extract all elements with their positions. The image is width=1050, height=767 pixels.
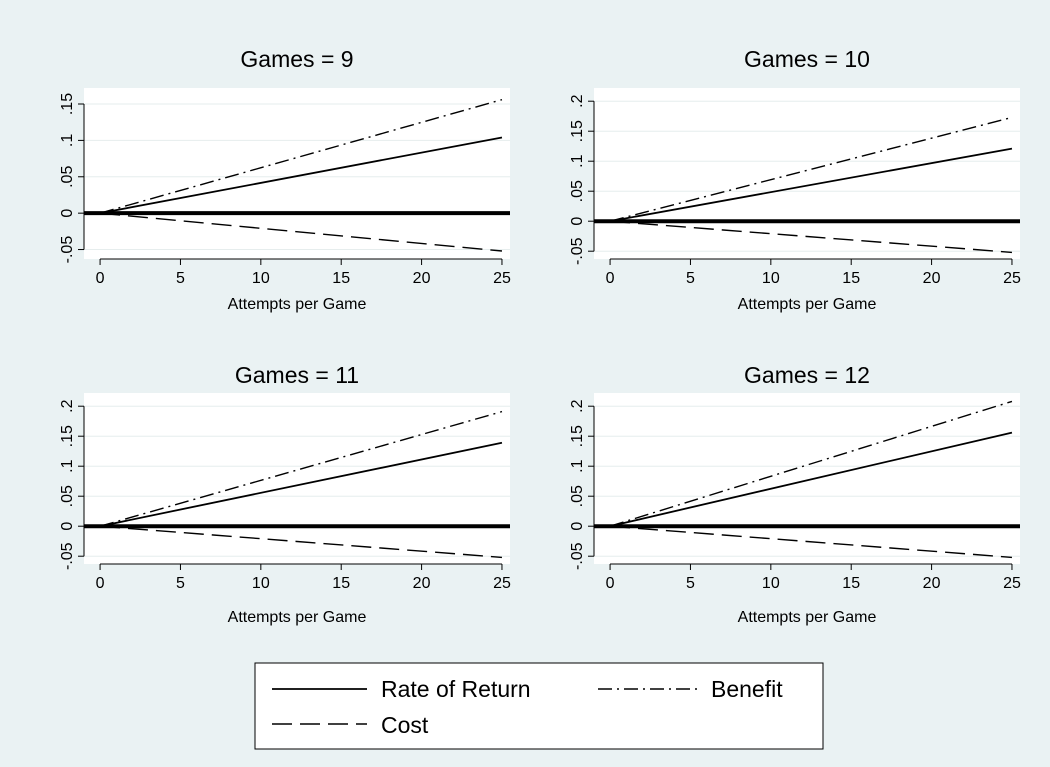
y-tick-label: .1 [569, 154, 586, 167]
x-axis-title: Attempts per Game [228, 296, 367, 313]
x-tick-label: 0 [606, 575, 615, 592]
plot-area [594, 88, 1020, 259]
legend-label-rate-of-return: Rate of Return [381, 676, 531, 702]
series-cost [610, 525, 1013, 559]
legend-box [254, 662, 824, 750]
x-tick-label: 0 [96, 270, 105, 287]
series-cost [100, 212, 503, 252]
x-tick-label: 10 [762, 575, 780, 592]
y-tick-label: .15 [59, 93, 76, 115]
x-tick-label: 5 [686, 270, 695, 287]
plot-area [84, 393, 510, 564]
legend: Rate of Return Benefit Cost [254, 662, 824, 750]
panel-games-12: Games = 12 Attempts per Game [594, 362, 1020, 626]
legend-label-benefit: Benefit [711, 676, 783, 702]
x-axis-title: Attempts per Game [738, 296, 877, 313]
plot-area [594, 393, 1020, 564]
y-tick-label: -.05 [569, 542, 586, 570]
panel-games-9: Games = 9 Attempts per Game [84, 46, 510, 313]
y-tick-label: .15 [569, 425, 586, 447]
x-tick-label: 10 [762, 270, 780, 287]
y-tick-label: .1 [59, 134, 76, 147]
x-tick-label: 0 [96, 575, 105, 592]
series-cost [100, 525, 503, 559]
y-tick-label: 0 [569, 522, 586, 531]
x-tick-label: 5 [686, 575, 695, 592]
panel-games-10: Games = 10 Attempts per Game [594, 46, 1020, 313]
x-tick-label: 15 [332, 270, 350, 287]
x-axis-title: Attempts per Game [738, 609, 877, 626]
chart-marks: -.05 0 .05 .1 .15 0 5 10 15 20 25 [59, 93, 511, 287]
y-tick-label: .05 [569, 180, 586, 202]
series-benefit [99, 410, 503, 527]
x-tick-label: 20 [413, 270, 431, 287]
x-tick-label: 25 [493, 270, 511, 287]
plot-area [84, 88, 510, 259]
x-tick-label: 15 [842, 575, 860, 592]
x-tick-label: 25 [1003, 575, 1021, 592]
y-tick-label: .05 [59, 166, 76, 188]
x-tick-label: 15 [842, 270, 860, 287]
y-tick-label: .2 [59, 399, 76, 412]
y-tick-label: 0 [59, 522, 76, 531]
y-tick-label: -.05 [59, 542, 76, 570]
series-rate-of-return [609, 147, 1013, 223]
x-tick-label: 5 [176, 270, 185, 287]
series-benefit [99, 98, 503, 214]
x-tick-label: 20 [923, 270, 941, 287]
series-cost [610, 220, 1013, 254]
y-tick-label: .05 [59, 485, 76, 507]
panel-title: Games = 11 [235, 362, 359, 388]
y-tick-label: .15 [59, 425, 76, 447]
series-rate-of-return [99, 136, 503, 215]
x-tick-label: 10 [252, 270, 270, 287]
x-tick-label: 0 [606, 270, 615, 287]
x-tick-label: 10 [252, 575, 270, 592]
y-tick-label: .2 [569, 94, 586, 107]
chart-marks: -.05 0 .05 .1 .15 .2 0 5 10 15 20 25 [59, 399, 511, 592]
y-tick-label: .1 [59, 459, 76, 472]
panel-games-11: Games = 11 Attempts per Game [84, 362, 510, 626]
x-tick-label: 15 [332, 575, 350, 592]
series-rate-of-return [609, 431, 1013, 528]
x-tick-label: 5 [176, 575, 185, 592]
y-tick-label: 0 [59, 209, 76, 218]
y-tick-label: .15 [569, 120, 586, 142]
y-tick-label: .05 [569, 485, 586, 507]
panel-title: Games = 12 [744, 362, 870, 388]
chart-marks: -.05 0 .05 .1 .15 .2 0 5 10 15 20 25 [569, 399, 1021, 592]
panel-title: Games = 9 [240, 46, 353, 72]
series-benefit [609, 116, 1013, 222]
chart-marks: -.05 0 .05 .1 .15 .2 0 5 10 15 20 25 [569, 94, 1021, 287]
series-benefit [609, 400, 1013, 527]
x-axis-title: Attempts per Game [228, 609, 367, 626]
x-tick-label: 25 [493, 575, 511, 592]
series-rate-of-return [99, 441, 503, 528]
x-tick-label: 20 [923, 575, 941, 592]
y-tick-label: 0 [569, 217, 586, 226]
y-tick-label: -.05 [569, 237, 586, 265]
x-tick-label: 25 [1003, 270, 1021, 287]
panel-title: Games = 10 [744, 46, 870, 72]
x-tick-label: 20 [413, 575, 431, 592]
y-tick-label: .2 [569, 399, 586, 412]
y-tick-label: -.05 [59, 236, 76, 264]
y-tick-label: .1 [569, 459, 586, 472]
legend-label-cost: Cost [381, 712, 429, 738]
